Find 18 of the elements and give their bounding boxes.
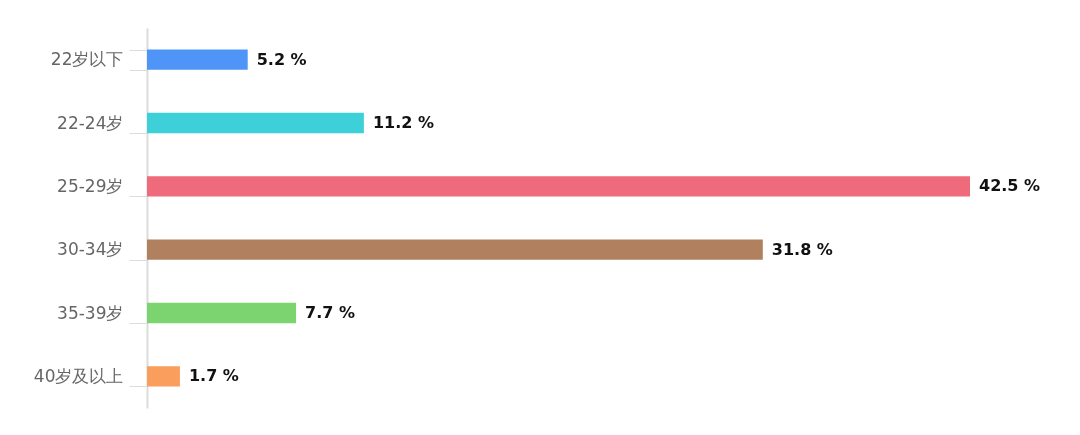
y-tick-label: 40岁及以上: [33, 365, 124, 386]
y-tick-label: 22岁以下: [50, 49, 124, 70]
data-label: 42.5 %: [979, 176, 1041, 196]
bar: [147, 302, 297, 324]
bar: [147, 239, 763, 260]
bar: [147, 366, 180, 387]
data-label: 11.2 %: [372, 113, 434, 132]
y-tick-label: 25-29岁: [57, 175, 124, 196]
y-tick-label: 35-39岁: [57, 302, 124, 323]
data-label: 7.7 %: [305, 303, 356, 322]
data-label: 1.7 %: [188, 366, 239, 386]
bar: [147, 112, 364, 134]
bar: [147, 49, 248, 70]
data-label: 5.2 %: [256, 49, 307, 69]
bar: [147, 176, 970, 197]
y-tick-label: 22-24岁: [57, 112, 124, 133]
data-label: 31.8 %: [771, 239, 833, 259]
y-tick-label: 30-34岁: [57, 239, 124, 260]
